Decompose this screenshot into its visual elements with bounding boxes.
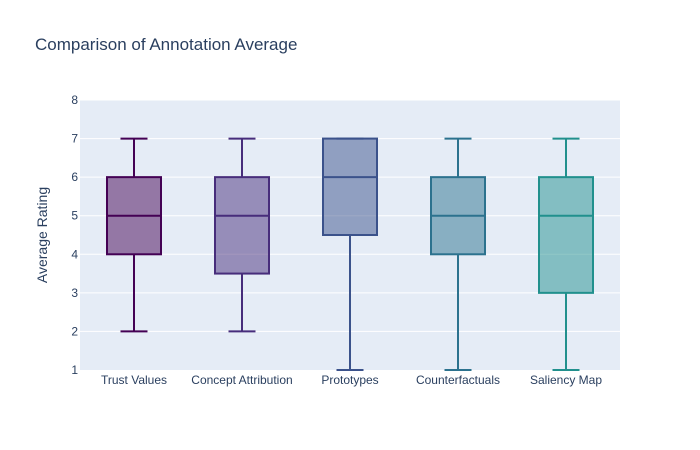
- box-iqr: [214, 176, 270, 275]
- box-prototypes: [322, 137, 378, 371]
- x-tick-label: Trust Values: [101, 373, 167, 387]
- x-tick-label: Prototypes: [321, 373, 378, 387]
- y-tick-label: 4: [71, 247, 78, 261]
- box-iqr: [538, 176, 594, 294]
- x-tick-label: Saliency Map: [530, 373, 602, 387]
- chart-title: Comparison of Annotation Average: [35, 35, 297, 54]
- x-tick-label: Concept Attribution: [191, 373, 292, 387]
- y-tick-label: 8: [71, 93, 78, 107]
- y-tick-label: 7: [71, 132, 78, 146]
- y-axis-ticks: 1 2 3 4 5 6 7 8: [71, 93, 78, 377]
- x-axis-ticks: Trust Values Concept Attribution Prototype…: [101, 373, 602, 387]
- y-axis-label: Average Rating: [34, 187, 50, 283]
- y-tick-label: 2: [71, 324, 78, 338]
- y-tick-label: 1: [71, 363, 78, 377]
- box-trust-values: [106, 137, 162, 333]
- box-iqr: [322, 137, 378, 236]
- box-series: [106, 137, 594, 371]
- y-tick-label: 6: [71, 170, 78, 184]
- box-counterfactuals: [430, 137, 486, 371]
- y-tick-label: 5: [71, 209, 78, 223]
- y-tick-label: 3: [71, 286, 78, 300]
- box-concept-attribution: [214, 137, 270, 333]
- box-saliency-map: [538, 137, 594, 371]
- x-tick-label: Counterfactuals: [416, 373, 500, 387]
